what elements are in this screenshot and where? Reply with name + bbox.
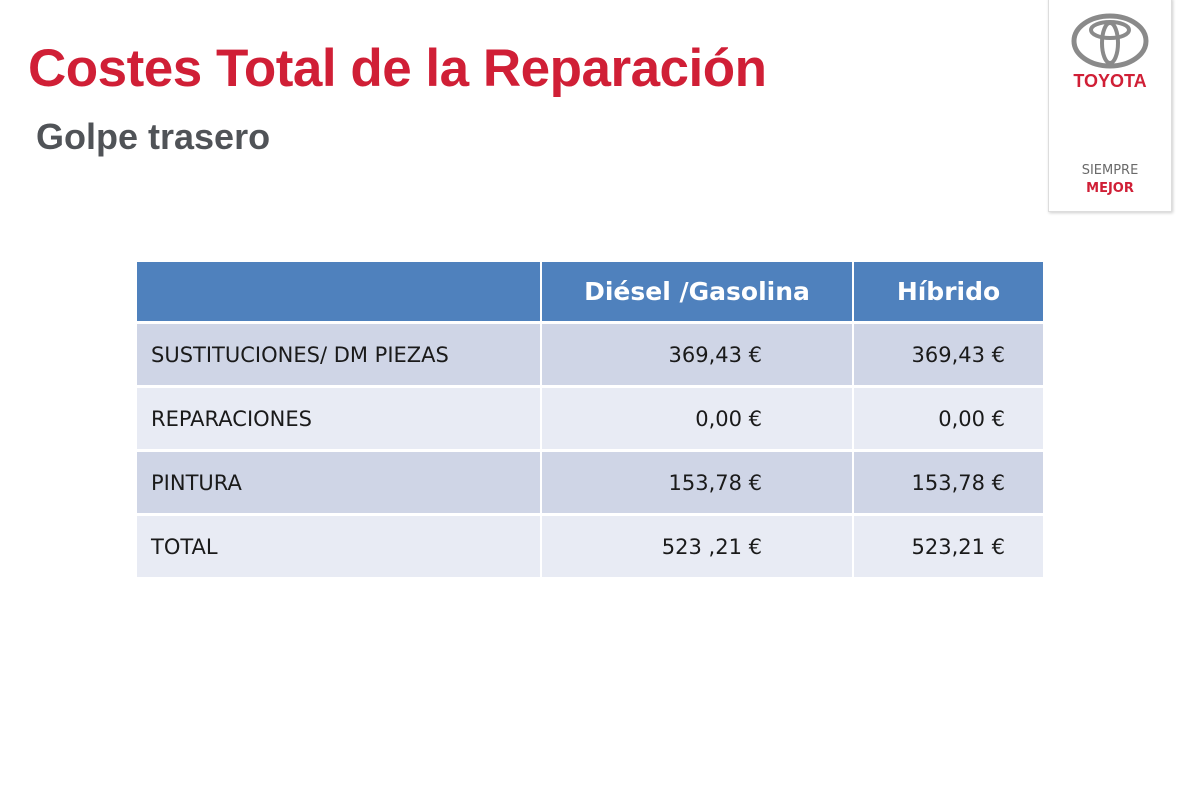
row-label: SUSTITUCIONES/ DM PIEZAS xyxy=(137,324,540,385)
cost-cell: 369,43 € xyxy=(542,324,852,385)
cost-cell: 369,43 € xyxy=(854,324,1043,385)
row-label: REPARACIONES xyxy=(137,388,540,449)
table-body: SUSTITUCIONES/ DM PIEZAS 369,43 €369,43 €… xyxy=(137,324,1043,577)
header-row: Diésel /Gasolina Híbrido xyxy=(137,262,1043,321)
toyota-emblem xyxy=(1071,13,1149,69)
subtitle: Golpe trasero xyxy=(36,116,271,157)
tagline: MEJOR xyxy=(1086,181,1134,196)
cost-cell: 0,00 € xyxy=(854,388,1043,449)
title: Costes Total de la Reparación xyxy=(28,39,767,98)
cost-cell: 523,21 € xyxy=(854,516,1043,577)
table-row: TOTAL 523 ,21 €523,21 € xyxy=(137,516,1043,577)
column-header: Diésel /Gasolina xyxy=(542,262,852,321)
column-header xyxy=(137,262,540,321)
cost-cell: 153,78 € xyxy=(854,452,1043,513)
row-label: PINTURA xyxy=(137,452,540,513)
logo: TOYOTA SIEMPRE MEJOR xyxy=(1048,0,1172,212)
row-label: TOTAL xyxy=(137,516,540,577)
tagline: SIEMPRE xyxy=(1081,163,1139,178)
cost-cell: 153,78 € xyxy=(542,452,852,513)
cost-table: Diésel /Gasolina Híbrido SUSTITUCIONES/ D… xyxy=(135,259,1045,580)
brand: TOYOTA xyxy=(1073,71,1147,91)
table-row: SUSTITUCIONES/ DM PIEZAS 369,43 €369,43 € xyxy=(137,324,1043,385)
table-row: REPARACIONES 0,00 €0,00 € xyxy=(137,388,1043,449)
column-header: Híbrido xyxy=(854,262,1043,321)
cost-cell: 0,00 € xyxy=(542,388,852,449)
cost-cell: 523 ,21 € xyxy=(542,516,852,577)
table-row: PINTURA 153,78 €153,78 € xyxy=(137,452,1043,513)
